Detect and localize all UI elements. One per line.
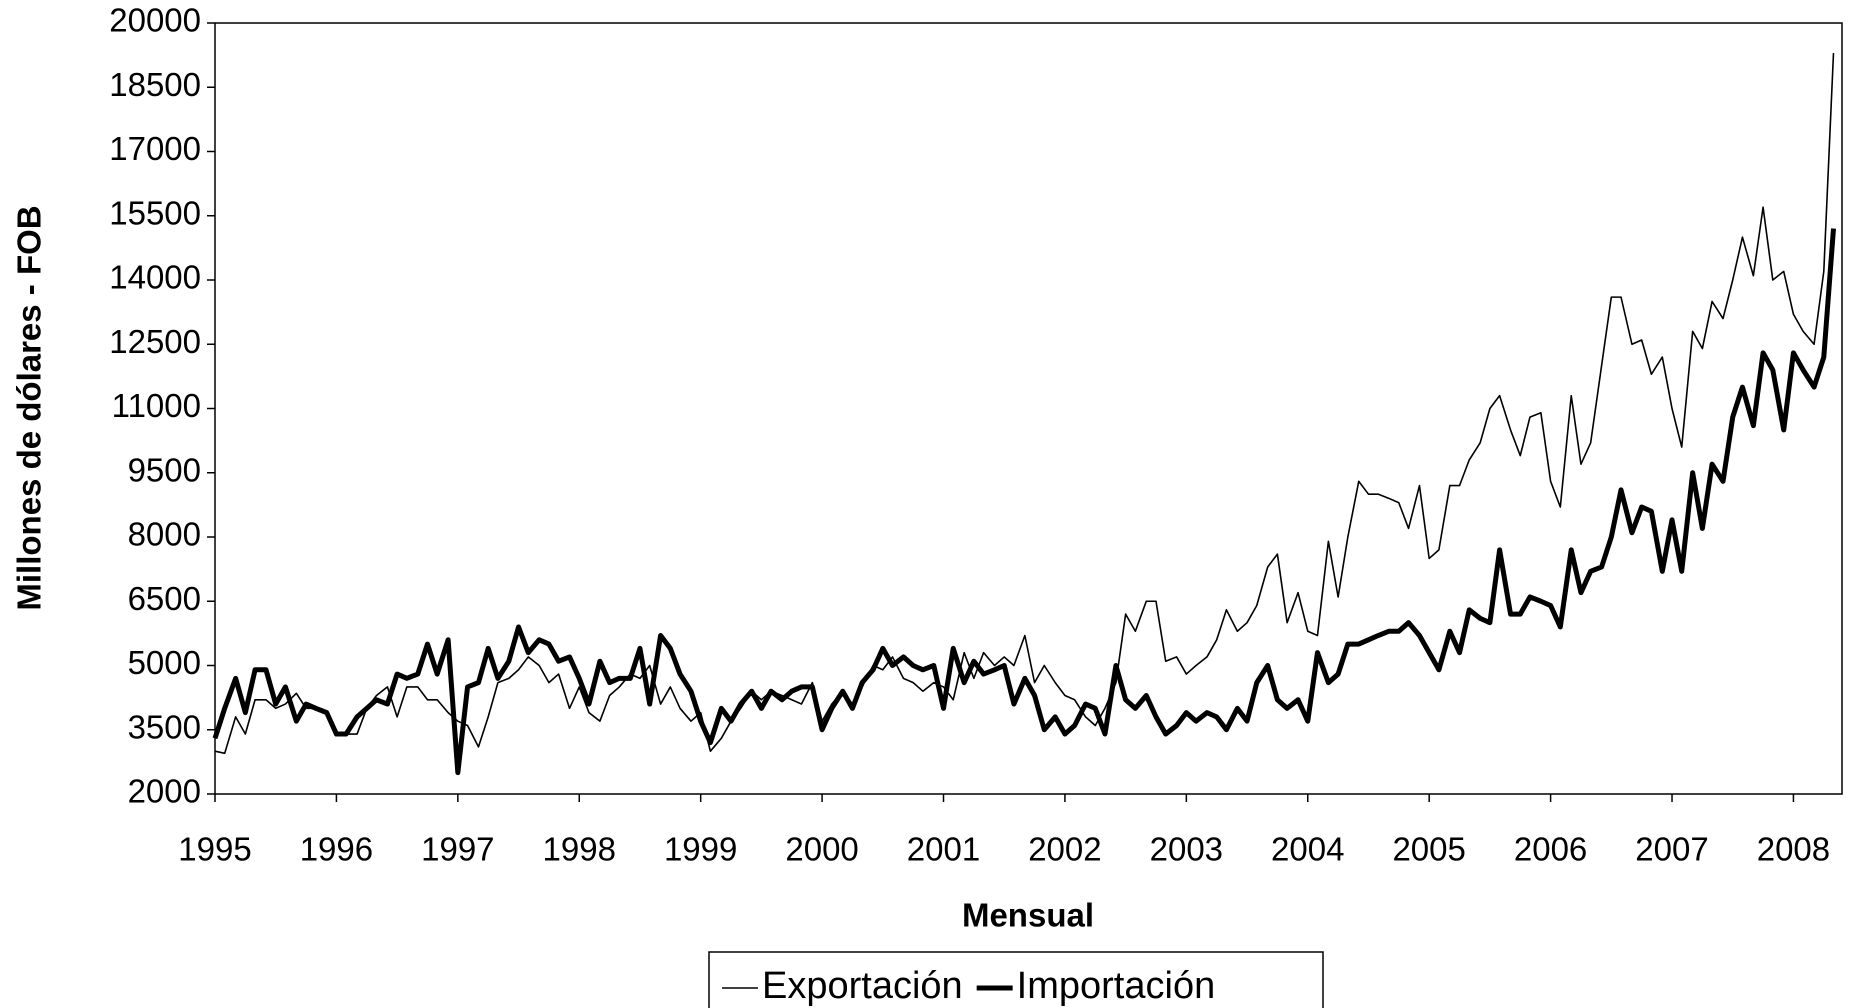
x-tick-label: 2000 bbox=[785, 831, 858, 868]
y-axis-title: Millones de dólares - FOB bbox=[11, 205, 48, 610]
x-tick-label: 1996 bbox=[300, 831, 373, 868]
x-tick-label: 1997 bbox=[421, 831, 494, 868]
y-tick-label: 20000 bbox=[109, 2, 201, 39]
series-line bbox=[212, 228, 1836, 776]
y-tick-label: 6500 bbox=[128, 580, 201, 617]
x-tick-label: 1998 bbox=[543, 831, 616, 868]
x-tick-label: 2006 bbox=[1514, 831, 1587, 868]
legend-label: Exportación bbox=[762, 965, 963, 1007]
y-tick-label: 8000 bbox=[128, 516, 201, 553]
legend-label: Importación bbox=[1017, 965, 1216, 1007]
y-tick-label: 18500 bbox=[109, 66, 201, 103]
plot-frame bbox=[214, 22, 1843, 795]
y-tick-label: 17000 bbox=[109, 130, 201, 167]
y-tick-label: 9500 bbox=[128, 451, 201, 488]
x-tick-label: 1995 bbox=[178, 831, 251, 868]
x-axis-title: Mensual bbox=[962, 897, 1094, 934]
y-tick-label: 11000 bbox=[112, 387, 201, 424]
y-tick-label: 12500 bbox=[109, 323, 201, 360]
series-line bbox=[214, 52, 1835, 755]
x-tick-label: 2001 bbox=[907, 831, 980, 868]
y-tick-label: 5000 bbox=[128, 644, 201, 681]
legend-box bbox=[708, 951, 1324, 1008]
x-tick-label: 2003 bbox=[1150, 831, 1223, 868]
x-tick-label: 2005 bbox=[1392, 831, 1465, 868]
y-tick-label: 14000 bbox=[109, 259, 201, 296]
y-tick-label: 3500 bbox=[128, 708, 201, 745]
x-tick-label: 2004 bbox=[1271, 831, 1344, 868]
x-tick-label: 2007 bbox=[1635, 831, 1708, 868]
y-tick-label: 2000 bbox=[128, 773, 201, 810]
x-tick-label: 1999 bbox=[664, 831, 737, 868]
y-tick-label: 15500 bbox=[109, 194, 201, 231]
x-tick-label: 2008 bbox=[1757, 831, 1830, 868]
x-tick-label: 2002 bbox=[1028, 831, 1101, 868]
